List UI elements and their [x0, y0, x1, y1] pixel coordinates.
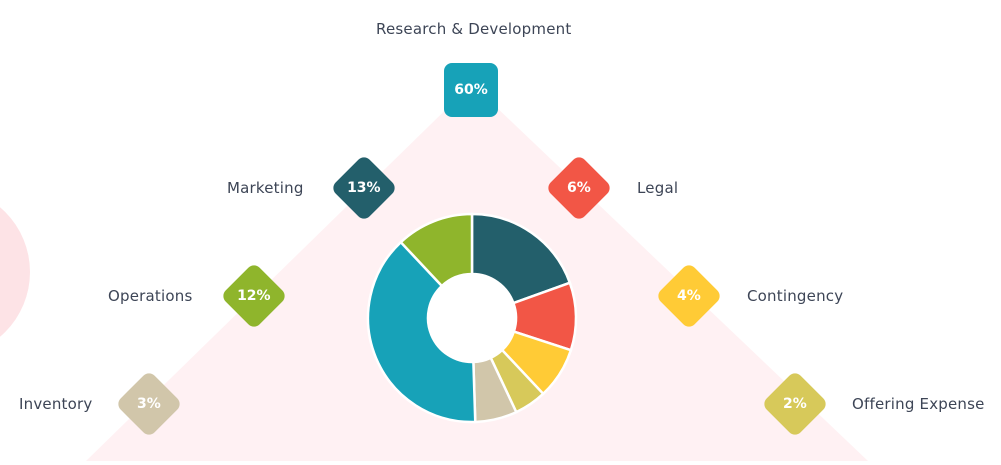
badge-value-offering-expense: 2% [783, 396, 807, 412]
badge-value-marketing: 13% [347, 179, 381, 196]
badge-value-contingency: 4% [677, 288, 701, 304]
donut-hole [428, 274, 516, 362]
background-circle [0, 207, 30, 337]
badge-value-inventory: 3% [137, 396, 161, 412]
badge-research-development: 60% [444, 63, 498, 117]
label-research-development: Research & Development [376, 20, 572, 38]
badge-value-research-development: 60% [454, 82, 488, 98]
label-marketing: Marketing [227, 179, 304, 197]
badge-value-operations: 12% [237, 287, 271, 304]
label-contingency: Contingency [747, 287, 844, 305]
badge-value-legal: 6% [567, 180, 591, 196]
label-inventory: Inventory [19, 395, 93, 413]
label-operations: Operations [108, 287, 193, 305]
label-offering-expense: Offering Expense [852, 395, 985, 413]
label-legal: Legal [637, 179, 679, 197]
